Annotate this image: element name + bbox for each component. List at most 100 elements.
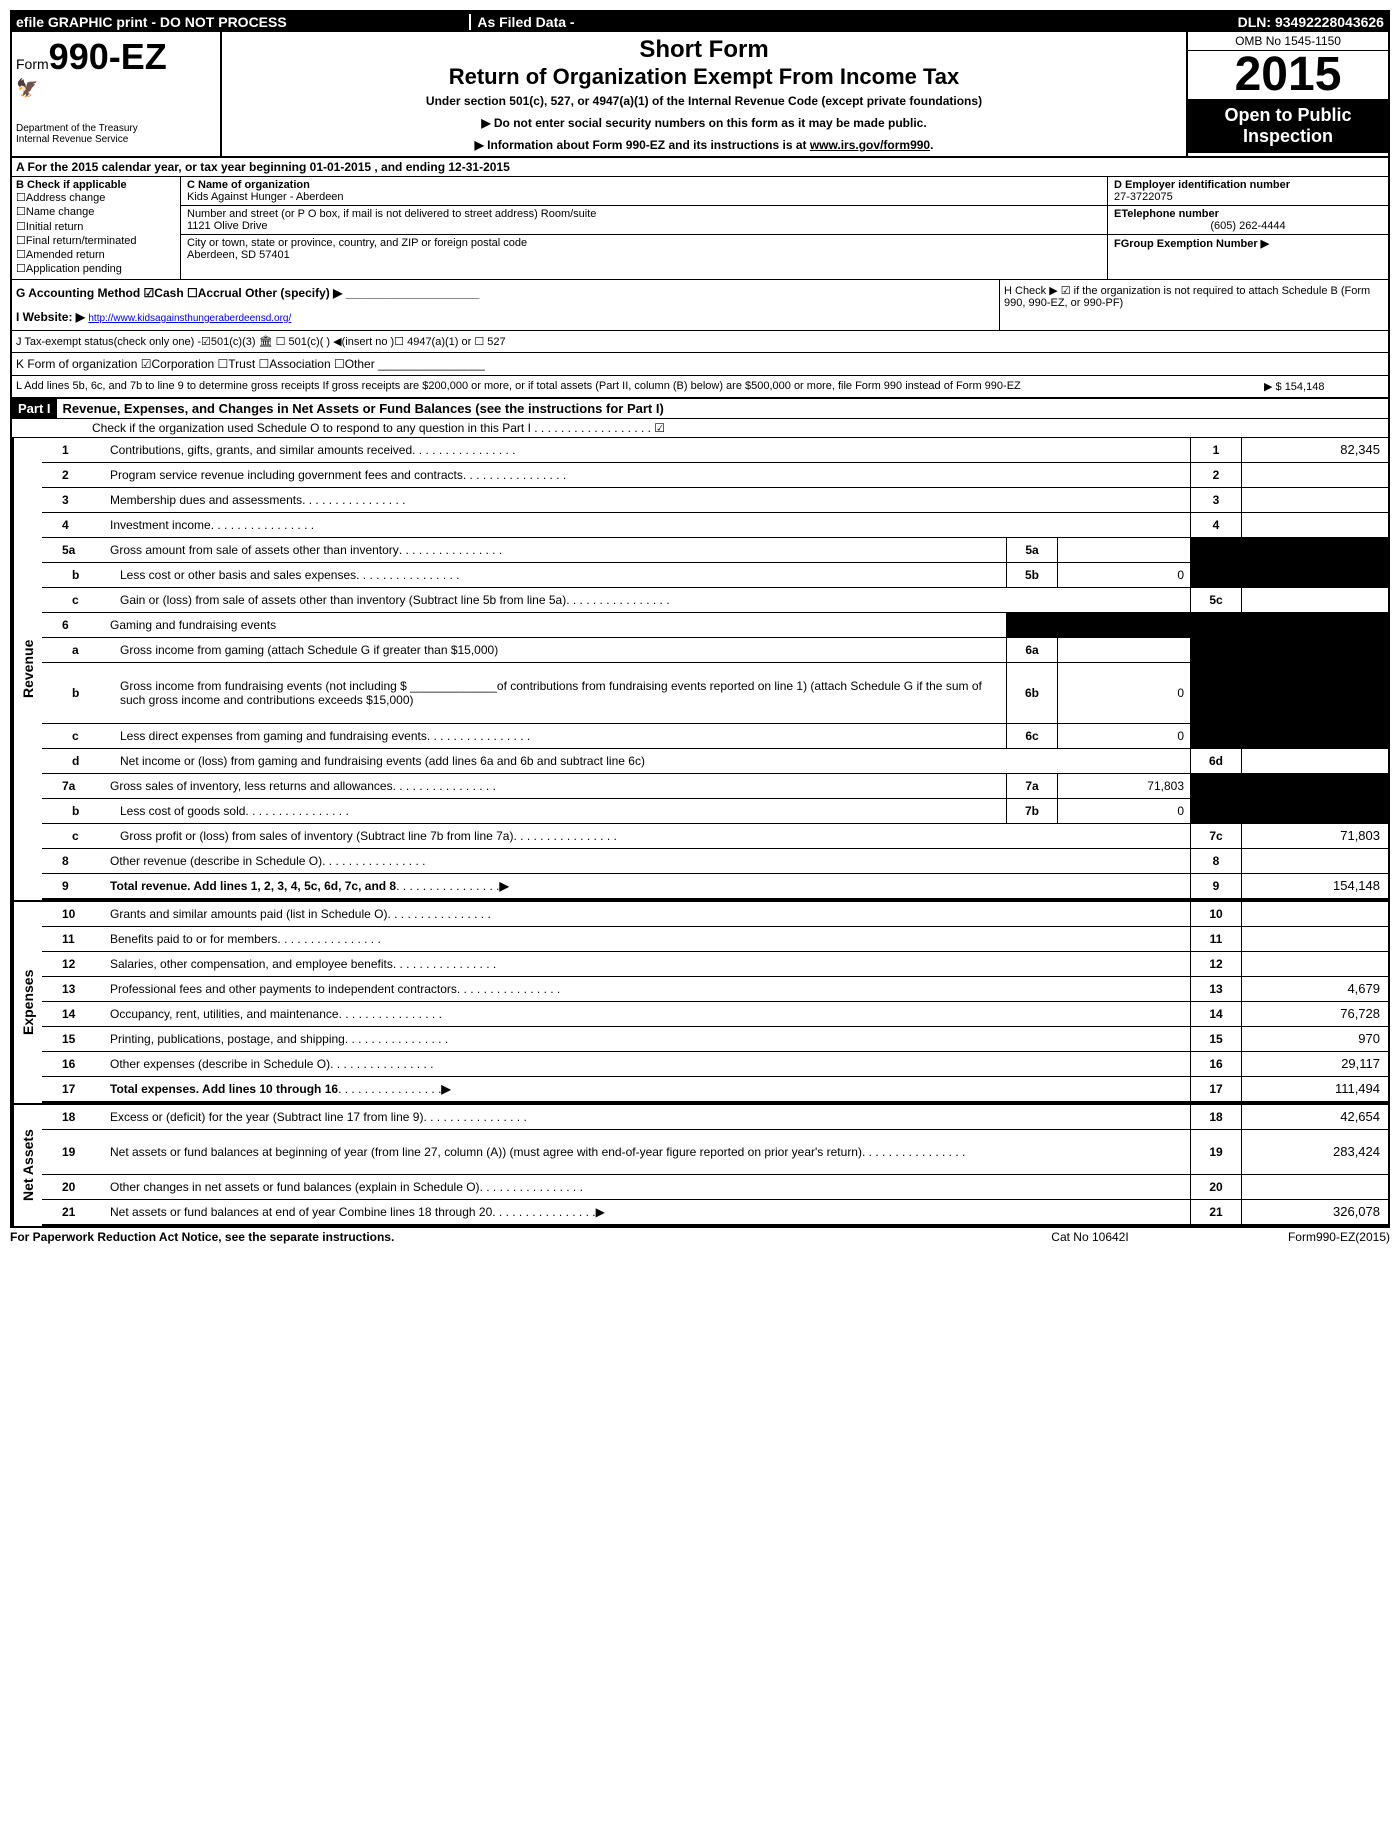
line-8: 8 Other revenue (describe in Schedule O)… [42, 849, 1388, 874]
line-16: 16 Other expenses (describe in Schedule … [42, 1052, 1388, 1077]
row-i: I Website: ▶ http://www.kidsagainsthunge… [16, 310, 995, 324]
line-6d: d Net income or (loss) from gaming and f… [42, 749, 1388, 774]
col-b-title: B Check if applicable [16, 179, 176, 191]
org-name: Kids Against Hunger - Aberdeen [187, 191, 1101, 203]
chk-pending[interactable]: ☐Application pending [16, 262, 176, 276]
col-c-org-info: C Name of organization Kids Against Hung… [181, 177, 1107, 279]
arrow-icon: ▶ [499, 879, 508, 893]
line-6c: c Less direct expenses from gaming and f… [42, 724, 1388, 749]
part1-title: Revenue, Expenses, and Changes in Net As… [57, 399, 670, 418]
city-block: City or town, state or province, country… [181, 235, 1107, 263]
line-13: 13 Professional fees and other payments … [42, 977, 1388, 1002]
line-11: 11 Benefits paid to or for members 11 [42, 927, 1388, 952]
line-21: 21 Net assets or fund balances at end of… [42, 1200, 1388, 1226]
open-to-public: Open to Public Inspection [1188, 99, 1388, 153]
footer: For Paperwork Reduction Act Notice, see … [10, 1228, 1390, 1244]
phone-label: ETelephone number [1114, 208, 1382, 220]
street-block: Number and street (or P O box, if mail i… [181, 206, 1107, 235]
irs-eagle-icon: 🦅 [16, 78, 216, 99]
col-def: D Employer identification number 27-3722… [1107, 177, 1388, 279]
row-l-value: ▶ $ 154,148 [1264, 380, 1384, 393]
line-18: 18 Excess or (deficit) for the year (Sub… [42, 1105, 1388, 1130]
row-j-tax-exempt: J Tax-exempt status(check only one) -☑50… [12, 331, 1388, 353]
sched-o-check: Check if the organization used Schedule … [12, 419, 1388, 438]
line-7c: c Gross profit or (loss) from sales of i… [42, 824, 1388, 849]
ln1-desc: Contributions, gifts, grants, and simila… [106, 438, 1190, 462]
topbar-mid: As Filed Data - [469, 14, 930, 30]
org-name-label: C Name of organization [187, 179, 1101, 191]
info-line-pre: ▶ Information about Form 990-EZ and its … [475, 138, 810, 152]
line-1: 1 Contributions, gifts, grants, and simi… [42, 438, 1388, 463]
short-form-label: Short Form [230, 36, 1178, 64]
cat-no: Cat No 10642I [990, 1230, 1190, 1244]
revenue-side-label: Revenue [12, 438, 42, 900]
group-exemption-label: FGroup Exemption Number ▶ [1114, 237, 1382, 250]
expenses-side-label: Expenses [12, 902, 42, 1103]
header-left: Form990-EZ 🦅 Department of the Treasury … [12, 32, 222, 156]
chk-amended[interactable]: ☐Amended return [16, 248, 176, 262]
revenue-section: Revenue 1 Contributions, gifts, grants, … [12, 438, 1388, 902]
chk-initial[interactable]: ☐Initial return [16, 220, 176, 234]
expenses-section: Expenses 10 Grants and similar amounts p… [12, 902, 1388, 1105]
line-17: 17 Total expenses. Add lines 10 through … [42, 1077, 1388, 1103]
line-6: 6 Gaming and fundraising events [42, 613, 1388, 638]
street-label: Number and street (or P O box, if mail i… [187, 208, 1101, 220]
website-label: I Website: ▶ [16, 310, 88, 324]
form-prefix: Form [16, 56, 49, 72]
line-5c: c Gain or (loss) from sale of assets oth… [42, 588, 1388, 613]
line-3: 3 Membership dues and assessments 3 [42, 488, 1388, 513]
city-label: City or town, state or province, country… [187, 237, 1101, 249]
group-exemption-block: FGroup Exemption Number ▶ [1108, 235, 1388, 252]
ln1-box: 1 [1190, 438, 1241, 462]
accounting-method: G Accounting Method ☑Cash ☐Accrual Other… [16, 286, 995, 300]
row-l-gross-receipts: L Add lines 5b, 6c, and 7b to line 9 to … [12, 376, 1388, 399]
line-2: 2 Program service revenue including gove… [42, 463, 1388, 488]
form-number-big: 990-EZ [49, 36, 167, 77]
no-ssn-line: ▶ Do not enter social security numbers o… [230, 116, 1178, 130]
row-gh: G Accounting Method ☑Cash ☐Accrual Other… [12, 280, 1388, 331]
chk-address[interactable]: ☐Address change [16, 191, 176, 205]
line-7b: b Less cost of goods sold 7b 0 [42, 799, 1388, 824]
return-title: Return of Organization Exempt From Incom… [230, 64, 1178, 90]
line-19: 19 Net assets or fund balances at beginn… [42, 1130, 1388, 1175]
row-a-tax-year: A For the 2015 calendar year, or tax yea… [12, 158, 1388, 177]
row-h: H Check ▶ ☑ if the organization is not r… [999, 280, 1388, 330]
phone-value: (605) 262-4444 [1114, 220, 1382, 232]
header-right: OMB No 1545-1150 2015 Open to Public Ins… [1186, 32, 1388, 156]
net-assets-section: Net Assets 18 Excess or (deficit) for th… [12, 1105, 1388, 1226]
net-assets-side-label: Net Assets [12, 1105, 42, 1226]
ein-label: D Employer identification number [1114, 179, 1382, 191]
dept-treasury: Department of the Treasury [16, 123, 216, 134]
form-number: Form990-EZ [16, 36, 216, 78]
chk-name[interactable]: ☐Name change [16, 205, 176, 219]
line-14: 14 Occupancy, rent, utilities, and maint… [42, 1002, 1388, 1027]
revenue-lines: 1 Contributions, gifts, grants, and simi… [42, 438, 1388, 900]
arrow-icon: ▶ [596, 1205, 605, 1219]
expenses-lines: 10 Grants and similar amounts paid (list… [42, 902, 1388, 1103]
header-row: Form990-EZ 🦅 Department of the Treasury … [12, 32, 1388, 158]
open-line1: Open to Public [1190, 105, 1386, 126]
chk-final[interactable]: ☐Final return/terminated [16, 234, 176, 248]
dept-irs: Internal Revenue Service [16, 134, 216, 145]
line-6a: a Gross income from gaming (attach Sched… [42, 638, 1388, 663]
line-6b: b Gross income from fundraising events (… [42, 663, 1388, 724]
arrow-icon: ▶ [441, 1082, 450, 1096]
line-5a: 5a Gross amount from sale of assets othe… [42, 538, 1388, 563]
check-list: ☐Address change ☐Name change ☐Initial re… [16, 191, 176, 277]
website-link[interactable]: http://www.kidsagainsthungeraberdeensd.o… [88, 313, 291, 324]
ln1-num: 1 [42, 438, 106, 462]
section-bcdef: B Check if applicable ☐Address change ☐N… [12, 177, 1388, 280]
org-name-block: C Name of organization Kids Against Hung… [181, 177, 1107, 206]
city-value: Aberdeen, SD 57401 [187, 249, 1101, 261]
top-bar: efile GRAPHIC print - DO NOT PROCESS As … [12, 12, 1388, 32]
line-10: 10 Grants and similar amounts paid (list… [42, 902, 1388, 927]
ein-block: D Employer identification number 27-3722… [1108, 177, 1388, 206]
phone-block: ETelephone number (605) 262-4444 [1108, 206, 1388, 235]
line-5b: b Less cost or other basis and sales exp… [42, 563, 1388, 588]
street-value: 1121 Olive Drive [187, 220, 1101, 232]
irs-gov-link[interactable]: www.irs.gov/form990 [810, 138, 930, 152]
ln1-val: 82,345 [1241, 438, 1388, 462]
topbar-right: DLN: 93492228043626 [931, 14, 1384, 30]
ein-value: 27-3722075 [1114, 191, 1382, 203]
tax-year: 2015 [1188, 51, 1388, 99]
